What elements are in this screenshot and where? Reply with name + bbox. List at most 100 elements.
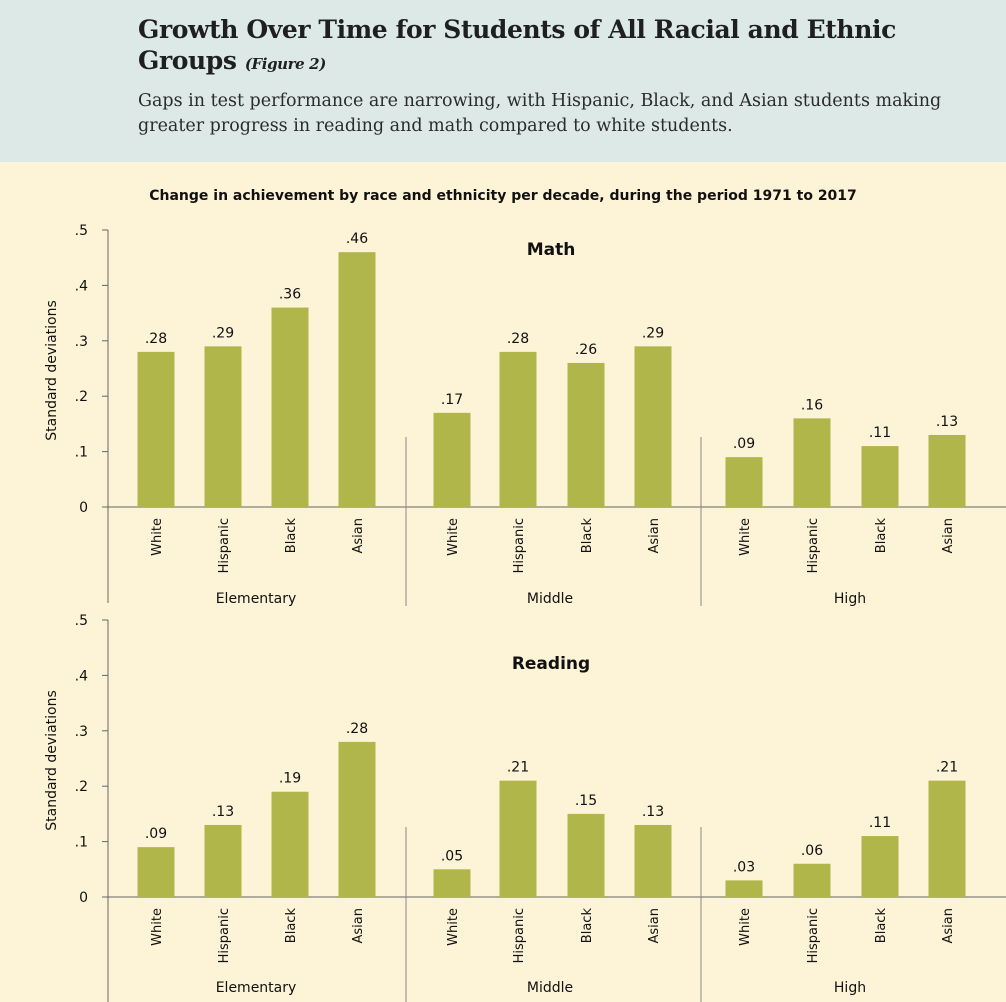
math-group-label: High — [834, 591, 866, 607]
math-bar — [204, 346, 242, 507]
math-bar — [137, 351, 175, 507]
math-category-label: Hispanic — [512, 518, 527, 573]
reading-bar — [271, 791, 309, 897]
math-bar-label: .46 — [346, 231, 368, 247]
math-bar — [499, 351, 537, 507]
math-bar-label: .28 — [507, 331, 529, 347]
math-bar — [793, 418, 831, 507]
math-bar-label: .29 — [212, 325, 234, 341]
reading-bar-label: .03 — [733, 859, 755, 875]
figure-header: Growth Over Time for Students of All Rac… — [0, 0, 1006, 162]
reading-group-label: High — [834, 980, 866, 996]
math-y-tick-label: .3 — [75, 334, 88, 350]
math-bar — [567, 362, 605, 507]
reading-panel-title: Reading — [512, 654, 590, 674]
reading-y-tick-label: .5 — [75, 613, 88, 629]
reading-bar — [861, 836, 899, 897]
figure-title: Growth Over Time for Students of All Rac… — [138, 14, 898, 80]
math-bar-label: .09 — [733, 436, 755, 452]
math-y-tick-label: .2 — [75, 389, 88, 405]
math-bar-label: .11 — [869, 425, 891, 441]
reading-bar — [928, 780, 966, 897]
math-bar-label: .29 — [642, 325, 664, 341]
math-category-label: White — [738, 518, 753, 556]
reading-bar — [725, 880, 763, 897]
reading-bar — [137, 847, 175, 897]
math-category-label: White — [150, 518, 165, 556]
math-bar — [338, 252, 376, 507]
math-category-label: Black — [580, 518, 595, 554]
math-bar — [433, 412, 471, 507]
reading-bar — [338, 741, 376, 897]
math-group-label: Elementary — [216, 591, 297, 607]
reading-bar — [204, 824, 242, 897]
reading-category-label: Asian — [351, 908, 366, 943]
math-bar-label: .16 — [801, 397, 823, 413]
math-bar-label: .36 — [279, 287, 301, 303]
figure-subtitle: Gaps in test performance are narrowing, … — [138, 91, 942, 136]
math-category-label: Black — [284, 518, 299, 554]
math-category-label: Asian — [647, 518, 662, 553]
figure-reference: (Figure 2) — [244, 55, 326, 73]
reading-category-label: Black — [580, 908, 595, 944]
figure-title-text: Growth Over Time for Students of All Rac… — [138, 15, 896, 75]
math-y-tick-label: 0 — [79, 500, 88, 516]
reading-bar-label: .11 — [869, 815, 891, 831]
reading-group-label: Elementary — [216, 980, 297, 996]
reading-bar-label: .13 — [642, 804, 664, 820]
math-category-label: Asian — [351, 518, 366, 553]
math-y-tick-label: .1 — [75, 445, 88, 461]
math-category-label: White — [446, 518, 461, 556]
reading-category-label: Asian — [647, 908, 662, 943]
reading-bar — [567, 813, 605, 897]
math-category-label: Black — [874, 518, 889, 554]
reading-category-label: Black — [874, 908, 889, 944]
reading-bar-label: .21 — [936, 760, 958, 776]
reading-y-tick-label: .2 — [75, 779, 88, 795]
reading-bar-label: .05 — [441, 848, 463, 864]
math-y-tick-label: .4 — [75, 278, 88, 294]
math-bar-label: .13 — [936, 414, 958, 430]
math-bar-label: .26 — [575, 342, 597, 358]
reading-y-tick-label: .1 — [75, 835, 88, 851]
math-group-label: Middle — [527, 591, 573, 607]
reading-y-tick-label: .4 — [75, 668, 88, 684]
reading-bar — [634, 824, 672, 897]
reading-bar — [793, 863, 831, 897]
reading-bar — [433, 869, 471, 897]
math-category-label: Hispanic — [217, 518, 232, 573]
reading-bar — [499, 780, 537, 897]
chart-title: Change in achievement by race and ethnic… — [149, 188, 857, 204]
reading-bar-label: .21 — [507, 760, 529, 776]
math-bar — [634, 346, 672, 507]
math-category-label: Hispanic — [806, 518, 821, 573]
math-bar — [725, 457, 763, 507]
math-panel-title: Math — [527, 240, 576, 260]
reading-bar-label: .06 — [801, 843, 823, 859]
math-bar — [928, 434, 966, 507]
reading-y-tick-label: .3 — [75, 724, 88, 740]
reading-bar-label: .28 — [346, 721, 368, 737]
reading-category-label: Hispanic — [217, 908, 232, 963]
reading-group-label: Middle — [527, 980, 573, 996]
reading-category-label: Asian — [941, 908, 956, 943]
reading-bar-label: .13 — [212, 804, 234, 820]
reading-y-tick-label: 0 — [79, 890, 88, 906]
math-category-label: Asian — [941, 518, 956, 553]
reading-category-label: White — [738, 908, 753, 946]
reading-bar-label: .09 — [145, 826, 167, 842]
reading-bar-label: .19 — [279, 771, 301, 787]
math-bar — [271, 307, 309, 507]
reading-bar-label: .15 — [575, 793, 597, 809]
reading-category-label: Hispanic — [512, 908, 527, 963]
math-bar-label: .17 — [441, 392, 463, 408]
math-y-axis-label: Standard deviations — [44, 300, 60, 441]
reading-category-label: White — [150, 908, 165, 946]
reading-category-label: White — [446, 908, 461, 946]
math-bar — [861, 446, 899, 507]
reading-category-label: Hispanic — [806, 908, 821, 963]
math-bar-label: .28 — [145, 331, 167, 347]
math-y-tick-label: .5 — [75, 223, 88, 239]
reading-category-label: Black — [284, 908, 299, 944]
